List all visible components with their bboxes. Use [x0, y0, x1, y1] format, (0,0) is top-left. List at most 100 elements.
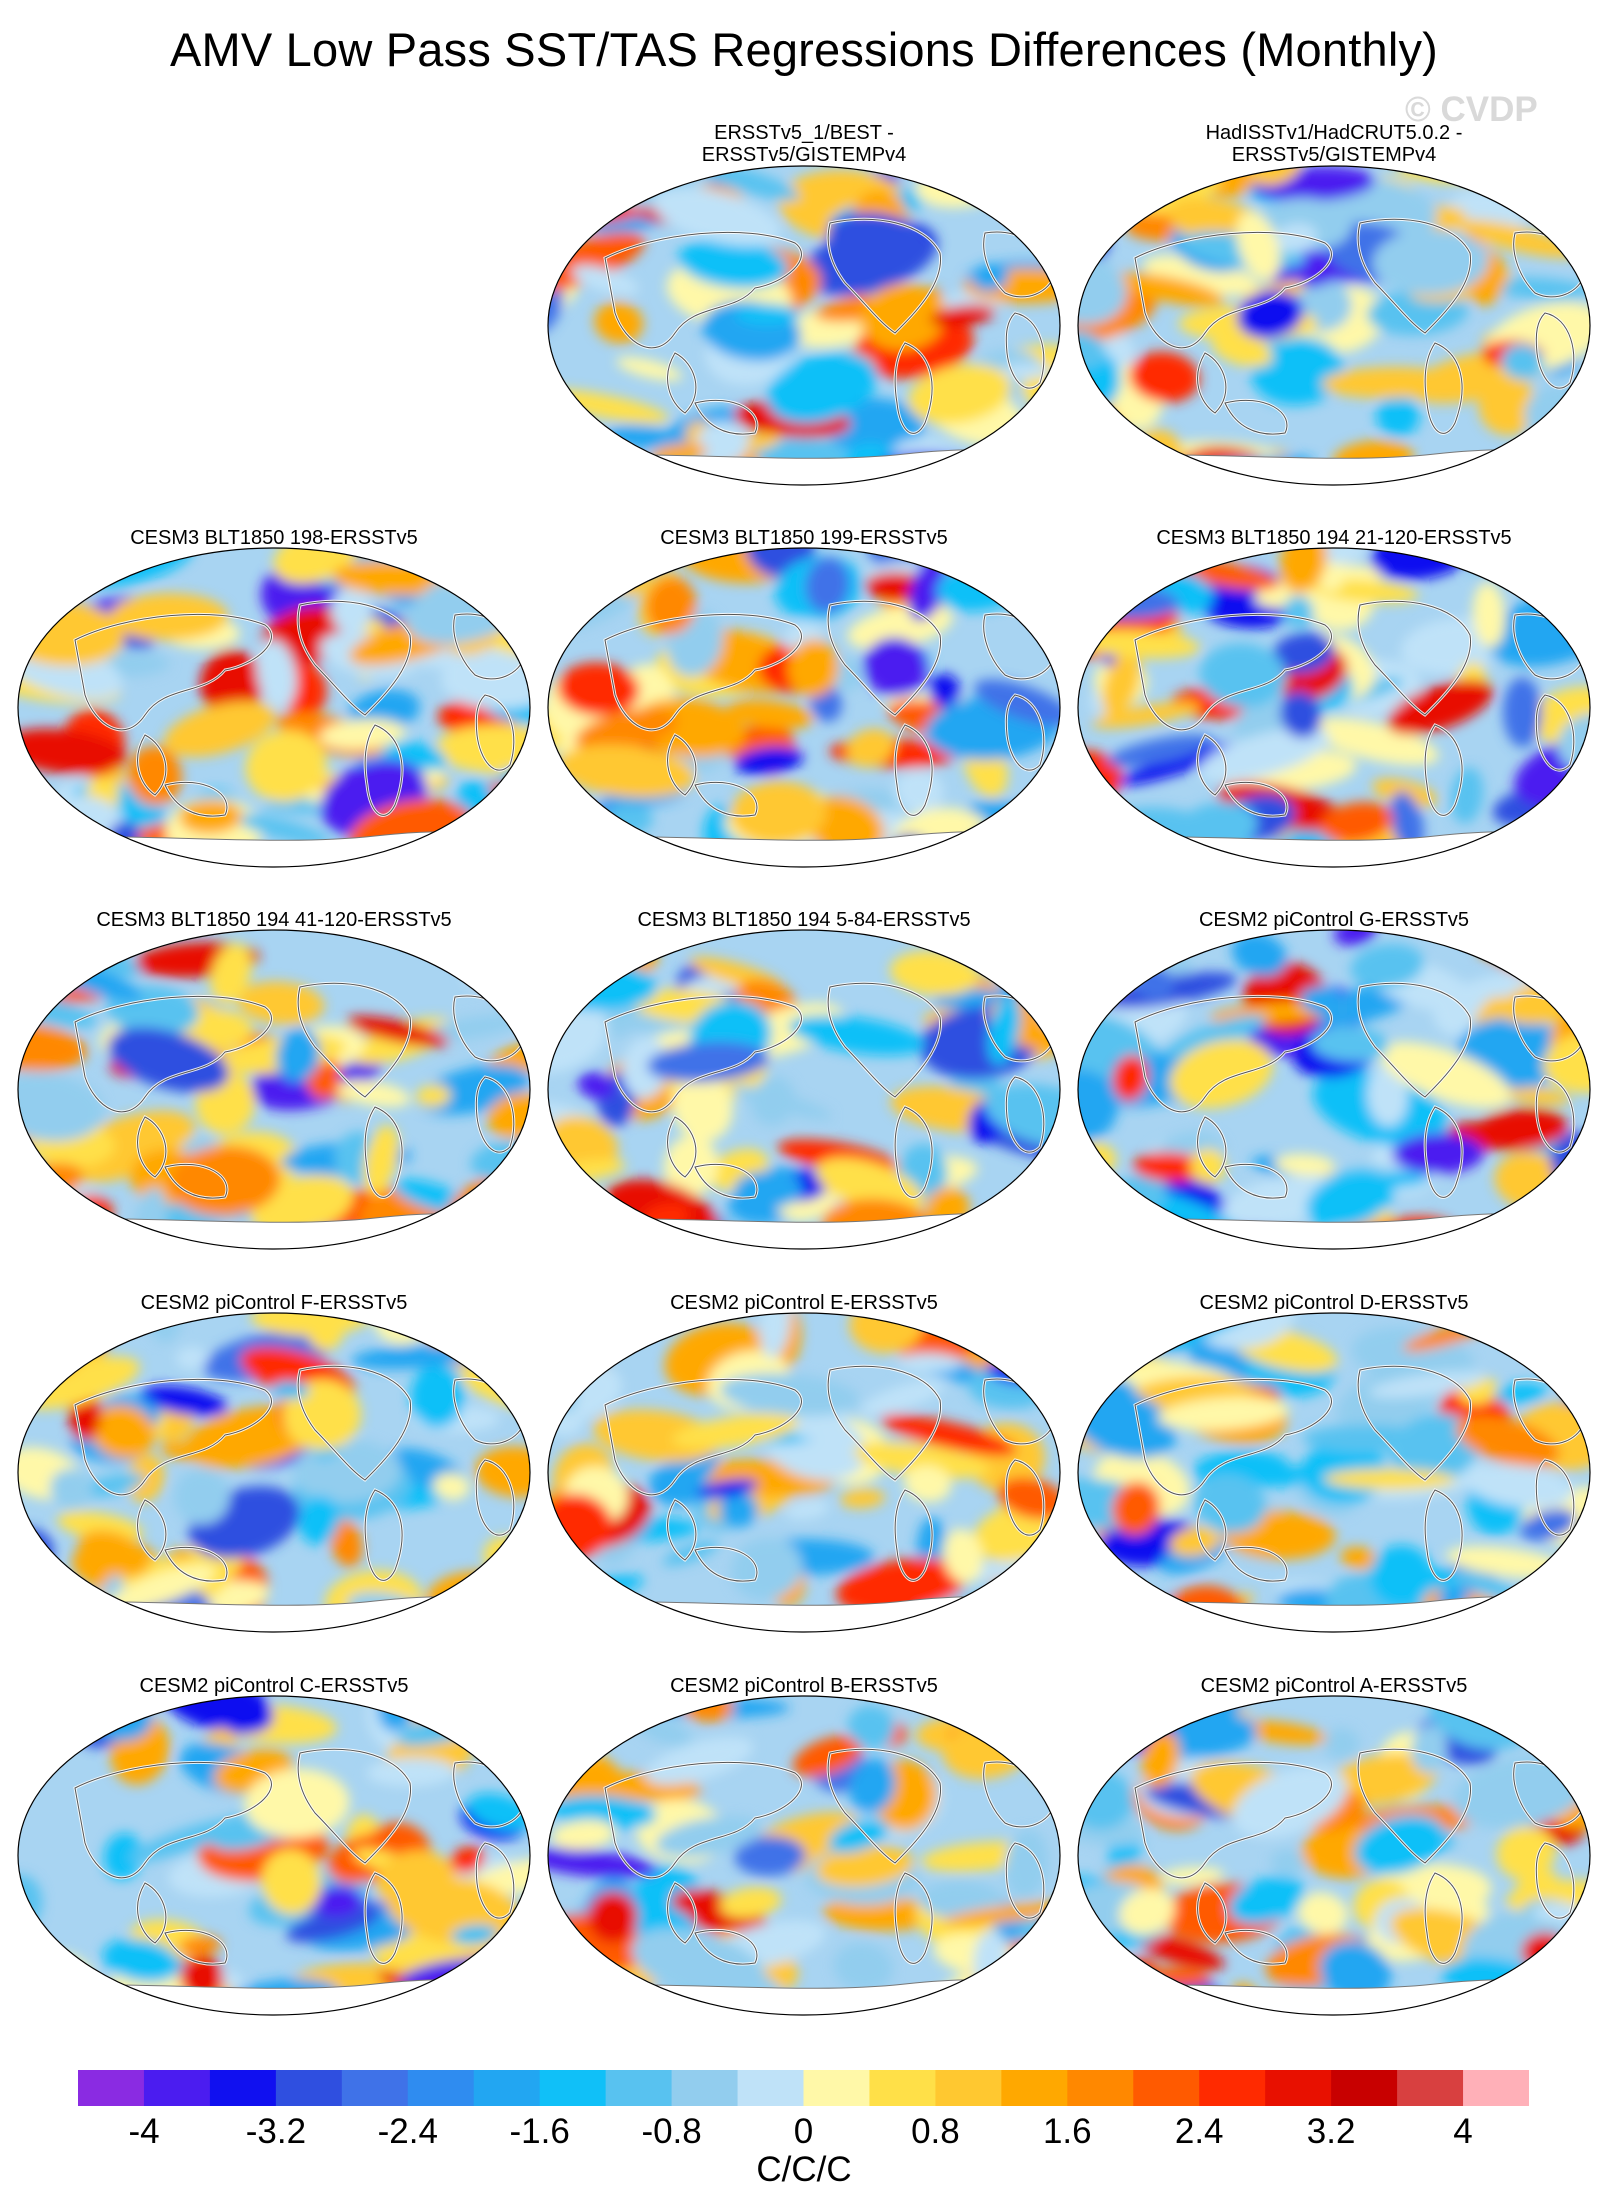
- coastline: [894, 1106, 933, 1198]
- anomaly-field: [18, 1313, 530, 1632]
- coastline: [137, 1882, 167, 1944]
- map-border: [547, 547, 1061, 868]
- coastline: [1357, 1365, 1472, 1481]
- robinson-map: [547, 165, 1061, 486]
- coastline: [667, 1499, 697, 1561]
- panel-title-line: CESM3 BLT1850 194 41-120-ERSSTv5: [96, 909, 452, 931]
- colorbar-swatch: [209, 2070, 277, 2106]
- coastline: [1224, 1163, 1288, 1199]
- map-panel: CESM2 piControl D-ERSSTv5: [1075, 1292, 1593, 1635]
- map-panel: CESM2 piControl E-ERSSTv5: [545, 1292, 1063, 1635]
- coastline: [827, 218, 942, 334]
- panel-title: CESM3 BLT1850 194 41-120-ERSSTv5: [15, 909, 533, 931]
- map-panel: CESM2 piControl G-ERSSTv5: [1075, 909, 1593, 1252]
- panel-title-line: ERSSTv5_1/BEST -: [714, 122, 894, 144]
- coastline: [1134, 613, 1332, 731]
- panel-title-line: ERSSTv5/GISTEMPv4: [701, 144, 907, 166]
- robinson-map: [1077, 929, 1591, 1250]
- coastline: [1424, 1106, 1463, 1198]
- map-panel: CESM3 BLT1850 194 5-84-ERSSTv5: [545, 909, 1063, 1252]
- map-border: [1077, 929, 1591, 1250]
- colorbar-swatch: [1199, 2070, 1266, 2106]
- coastline: [827, 1365, 942, 1481]
- panel-title: ERSSTv5_1/BEST - ERSSTv5/GISTEMPv4: [545, 122, 1063, 166]
- anomaly-field: [18, 930, 530, 1249]
- coastline: [1424, 342, 1463, 434]
- coastline: [604, 1378, 802, 1496]
- coastline: [1005, 1459, 1045, 1536]
- coastline: [164, 1929, 228, 1965]
- colorbar-swatch: [1067, 2070, 1134, 2106]
- colorbar-swatch: [869, 2070, 936, 2106]
- coastline: [1005, 312, 1045, 389]
- panel-title: CESM2 piControl C-ERSSTv5: [15, 1675, 533, 1697]
- panel-title-line: CESM3 BLT1850 194 21-120-ERSSTv5: [1156, 527, 1512, 549]
- panel-title: CESM2 piControl E-ERSSTv5: [545, 1292, 1063, 1314]
- robinson-map: [1077, 1695, 1591, 2016]
- coastline: [827, 982, 942, 1098]
- robinson-map: [1077, 1312, 1591, 1633]
- panel-title-line: CESM2 piControl C-ERSSTv5: [139, 1675, 409, 1697]
- colorbar-swatch: [605, 2070, 673, 2106]
- colorbar-swatch: [407, 2070, 475, 2106]
- coastline: [137, 1499, 167, 1561]
- coastline: [297, 1748, 412, 1864]
- map-panel: CESM2 piControl A-ERSSTv5: [1075, 1675, 1593, 2018]
- colorbar: [78, 2070, 1529, 2106]
- coastline: [1197, 1116, 1227, 1178]
- robinson-map: [17, 1695, 531, 2016]
- watermark: © CVDP: [1405, 90, 1538, 129]
- coastline: [1424, 1489, 1463, 1581]
- anomaly-field: [548, 1696, 1060, 2015]
- robinson-map: [547, 547, 1061, 868]
- coastline: [1535, 1459, 1575, 1536]
- coastline: [297, 1365, 412, 1481]
- coastline: [1357, 600, 1472, 716]
- map-border: [547, 929, 1061, 1250]
- colorbar-tick-label: 3.2: [1306, 2112, 1356, 2151]
- coastline: [1357, 982, 1472, 1098]
- robinson-map: [547, 1695, 1061, 2016]
- coastline: [1357, 1748, 1472, 1864]
- map-panel: CESM3 BLT1850 198-ERSSTv5: [15, 527, 533, 870]
- coastline: [1134, 995, 1332, 1113]
- coastline: [1134, 1378, 1332, 1496]
- panel-title: CESM2 piControl A-ERSSTv5: [1075, 1675, 1593, 1697]
- panel-title: CESM2 piControl F-ERSSTv5: [15, 1292, 533, 1314]
- coastline: [1005, 694, 1045, 771]
- coastline: [604, 995, 802, 1113]
- colorbar-swatch: [473, 2070, 541, 2106]
- coastline: [1197, 1499, 1227, 1561]
- coastline: [1197, 1882, 1227, 1944]
- panel-title: CESM3 BLT1850 194 21-120-ERSSTv5: [1075, 527, 1593, 549]
- map-border: [1077, 165, 1591, 486]
- coastline: [604, 613, 802, 731]
- colorbar-swatch: [935, 2070, 1002, 2106]
- panel-title: CESM3 BLT1850 198-ERSSTv5: [15, 527, 533, 549]
- colorbar-tick-label: 0.8: [911, 2112, 960, 2151]
- map-panel: CESM3 BLT1850 194 41-120-ERSSTv5: [15, 909, 533, 1252]
- coastline: [1424, 724, 1463, 816]
- panel-title-line: ERSSTv5/GISTEMPv4: [1231, 144, 1437, 166]
- robinson-map: [17, 547, 531, 868]
- coastline: [1535, 312, 1575, 389]
- coastline: [894, 1872, 933, 1964]
- anomaly-field: [548, 548, 1060, 867]
- robinson-map: [1077, 165, 1591, 486]
- panel-title-line: CESM2 piControl F-ERSSTv5: [140, 1292, 408, 1314]
- coastline: [604, 1761, 802, 1879]
- map-border: [17, 1312, 531, 1633]
- map-border: [547, 1695, 1061, 2016]
- robinson-map: [547, 929, 1061, 1250]
- map-border: [547, 1312, 1061, 1633]
- coastline: [1224, 1929, 1288, 1965]
- coastline: [475, 1459, 515, 1536]
- figure-title: AMV Low Pass SST/TAS Regressions Differe…: [169, 23, 1439, 76]
- panel-title-line: CESM2 piControl E-ERSSTv5: [670, 1292, 938, 1314]
- coastline: [694, 1546, 758, 1582]
- map-border: [1077, 1312, 1591, 1633]
- coastline: [475, 1842, 515, 1919]
- coastline: [894, 724, 933, 816]
- colorbar-swatch: [1331, 2070, 1398, 2106]
- robinson-map: [1077, 547, 1591, 868]
